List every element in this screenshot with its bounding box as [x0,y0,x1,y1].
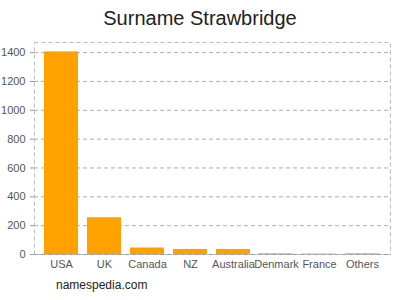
svg-text:1200: 1200 [1,75,25,87]
svg-text:France: France [302,258,336,270]
svg-text:NZ: NZ [183,258,198,270]
svg-text:1400: 1400 [1,46,25,58]
svg-text:0: 0 [19,248,25,260]
html-text:namespedia.com: namespedia.com [56,278,148,292]
svg-text:Australia: Australia [212,258,256,270]
svg-text:1000: 1000 [1,104,25,116]
svg-text:USA: USA [50,258,73,270]
svg-text:200: 200 [7,219,25,231]
svg-text:UK: UK [97,258,113,270]
svg-text:Denmark: Denmark [254,258,299,270]
svg-text:800: 800 [7,133,25,145]
svg-text:600: 600 [7,161,25,173]
svg-text:400: 400 [7,190,25,202]
svg-text:Canada: Canada [128,258,167,270]
html-text:Surname Strawbridge: Surname Strawbridge [103,7,297,29]
svg-text:Others: Others [346,258,380,270]
